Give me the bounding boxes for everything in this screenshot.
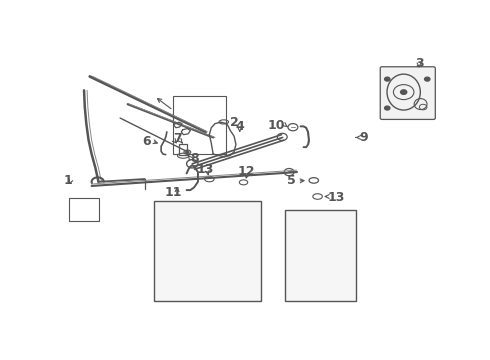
Text: 11: 11 — [165, 186, 182, 199]
Circle shape — [401, 90, 407, 94]
Bar — [69, 198, 99, 221]
Circle shape — [425, 77, 430, 81]
Bar — [173, 96, 226, 154]
Circle shape — [385, 77, 390, 81]
Text: 8: 8 — [190, 152, 199, 165]
Text: 2: 2 — [230, 116, 239, 129]
Bar — [154, 201, 261, 301]
Text: 6: 6 — [142, 135, 150, 148]
Text: 7: 7 — [172, 132, 181, 145]
Text: 10: 10 — [268, 119, 285, 132]
Bar — [179, 144, 187, 155]
Bar — [285, 210, 356, 301]
Circle shape — [385, 106, 390, 110]
FancyBboxPatch shape — [380, 67, 435, 120]
Text: 1: 1 — [63, 174, 72, 187]
Text: 3: 3 — [415, 58, 423, 71]
Text: 9: 9 — [359, 131, 368, 144]
Text: 4: 4 — [235, 120, 244, 133]
Text: 12: 12 — [238, 165, 255, 178]
Circle shape — [186, 151, 189, 153]
Text: 5: 5 — [287, 175, 295, 188]
Text: 13: 13 — [327, 190, 344, 203]
Text: 13: 13 — [196, 163, 214, 176]
